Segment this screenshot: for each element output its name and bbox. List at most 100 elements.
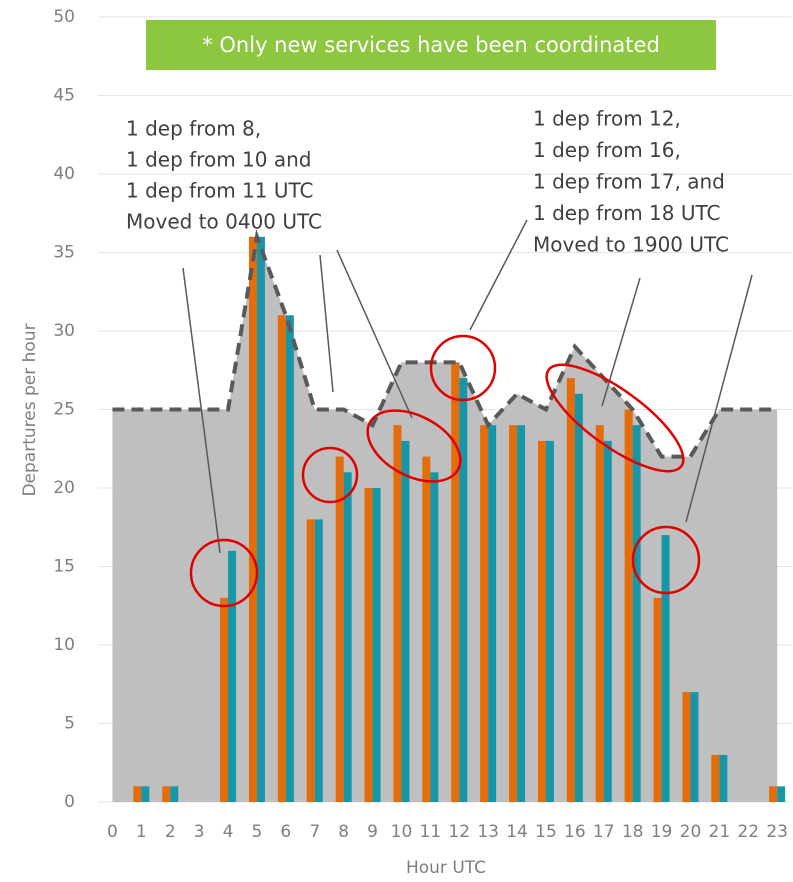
bar xyxy=(133,786,142,802)
bar xyxy=(314,519,323,802)
x-axis-label: Hour UTC xyxy=(406,858,486,878)
x-tick-label: 19 xyxy=(651,822,673,842)
annotation-line: 1 dep from 17, and xyxy=(533,170,725,194)
x-tick-label: 7 xyxy=(309,822,320,842)
area xyxy=(112,236,778,803)
arrow xyxy=(182,267,221,554)
bar xyxy=(603,440,612,802)
x-tick-label: 9 xyxy=(367,822,378,842)
arrow xyxy=(336,249,413,419)
x-tick-label: 11 xyxy=(420,822,442,842)
bar xyxy=(228,550,237,802)
bar xyxy=(430,472,439,802)
annotation-line: 1 dep from 16, xyxy=(533,138,681,162)
arrow xyxy=(601,277,641,407)
y-tick-label: 0 xyxy=(64,792,75,812)
x-tick-label: 22 xyxy=(737,822,759,842)
annotation-line: 1 dep from 10 and xyxy=(126,148,311,172)
x-tick-label: 23 xyxy=(766,822,788,842)
y-tick-label: 10 xyxy=(53,635,75,655)
x-tick-label: 18 xyxy=(622,822,644,842)
bar xyxy=(517,425,526,802)
x-tick-label: 10 xyxy=(391,822,413,842)
bar xyxy=(306,519,315,802)
bar xyxy=(401,440,410,802)
y-tick-label: 25 xyxy=(53,400,75,420)
x-tick-label: 15 xyxy=(535,822,557,842)
bar xyxy=(170,786,179,802)
bar xyxy=(690,692,699,802)
x-tick-label: 16 xyxy=(564,822,586,842)
bar xyxy=(335,456,344,802)
bar xyxy=(459,378,468,802)
bar xyxy=(248,236,257,803)
annotation-line: 1 dep from 18 UTC xyxy=(533,201,721,225)
bar xyxy=(364,488,373,802)
annotation-line: 1 dep from 12, xyxy=(533,107,681,131)
x-tick-label: 8 xyxy=(338,822,349,842)
annotations xyxy=(182,219,753,608)
bar xyxy=(393,425,402,802)
bar xyxy=(682,692,691,802)
highlight-circle xyxy=(429,334,497,402)
y-tick-label: 5 xyxy=(64,714,75,734)
bar xyxy=(285,315,294,802)
bar xyxy=(277,315,286,802)
y-tick-label: 30 xyxy=(53,321,75,341)
dashed-line xyxy=(112,229,778,459)
y-tick-label: 20 xyxy=(53,478,75,498)
x-tick-label: 17 xyxy=(593,822,615,842)
annotation-line: Moved to 0400 UTC xyxy=(126,210,322,234)
x-tick-label: 21 xyxy=(709,822,731,842)
bar xyxy=(777,786,786,802)
bar xyxy=(537,440,546,802)
x-tick-label: 12 xyxy=(448,822,470,842)
bar xyxy=(719,754,728,802)
x-tick-label: 2 xyxy=(165,822,176,842)
bar xyxy=(566,378,575,802)
bar xyxy=(545,440,554,802)
y-tick-label: 50 xyxy=(53,7,75,27)
bar xyxy=(220,597,229,802)
x-tick-label: 0 xyxy=(107,822,118,842)
bar xyxy=(632,425,641,802)
y-tick-label: 45 xyxy=(53,86,75,106)
x-tick-label: 20 xyxy=(680,822,702,842)
bar xyxy=(343,472,352,802)
annotation-line: Moved to 1900 UTC xyxy=(533,233,729,257)
x-tick-label: 5 xyxy=(252,822,263,842)
x-tick-label: 1 xyxy=(136,822,147,842)
bar xyxy=(372,488,381,802)
highlight-circle xyxy=(366,409,462,483)
bar xyxy=(661,535,670,802)
bar xyxy=(711,754,720,802)
marks xyxy=(112,229,786,803)
bar xyxy=(574,393,583,802)
y-tick-label: 15 xyxy=(53,557,75,577)
bar xyxy=(422,456,431,802)
x-tick-label: 13 xyxy=(477,822,499,842)
y-axis-label: Departures per hour xyxy=(20,323,40,496)
x-tick-label: 4 xyxy=(223,822,234,842)
y-tick-label: 40 xyxy=(53,164,75,184)
y-tick-label: 35 xyxy=(53,243,75,263)
banner: * Only new services have been coordinate… xyxy=(202,33,660,57)
bar xyxy=(256,236,265,803)
arrow xyxy=(685,274,753,523)
annotation-line: 1 dep from 8, xyxy=(126,117,261,141)
banner-box xyxy=(146,20,716,70)
bar xyxy=(162,786,171,802)
arrow xyxy=(319,254,334,393)
highlight-circle xyxy=(189,538,259,608)
highlight-circle xyxy=(301,446,359,504)
annotation-line: 1 dep from 11 UTC xyxy=(126,179,314,203)
bar xyxy=(141,786,150,802)
bar xyxy=(451,362,460,802)
bar xyxy=(509,425,518,802)
arrow xyxy=(469,219,528,331)
bar xyxy=(480,425,489,802)
bar xyxy=(653,597,662,802)
bar xyxy=(769,786,778,802)
bar xyxy=(624,409,633,802)
